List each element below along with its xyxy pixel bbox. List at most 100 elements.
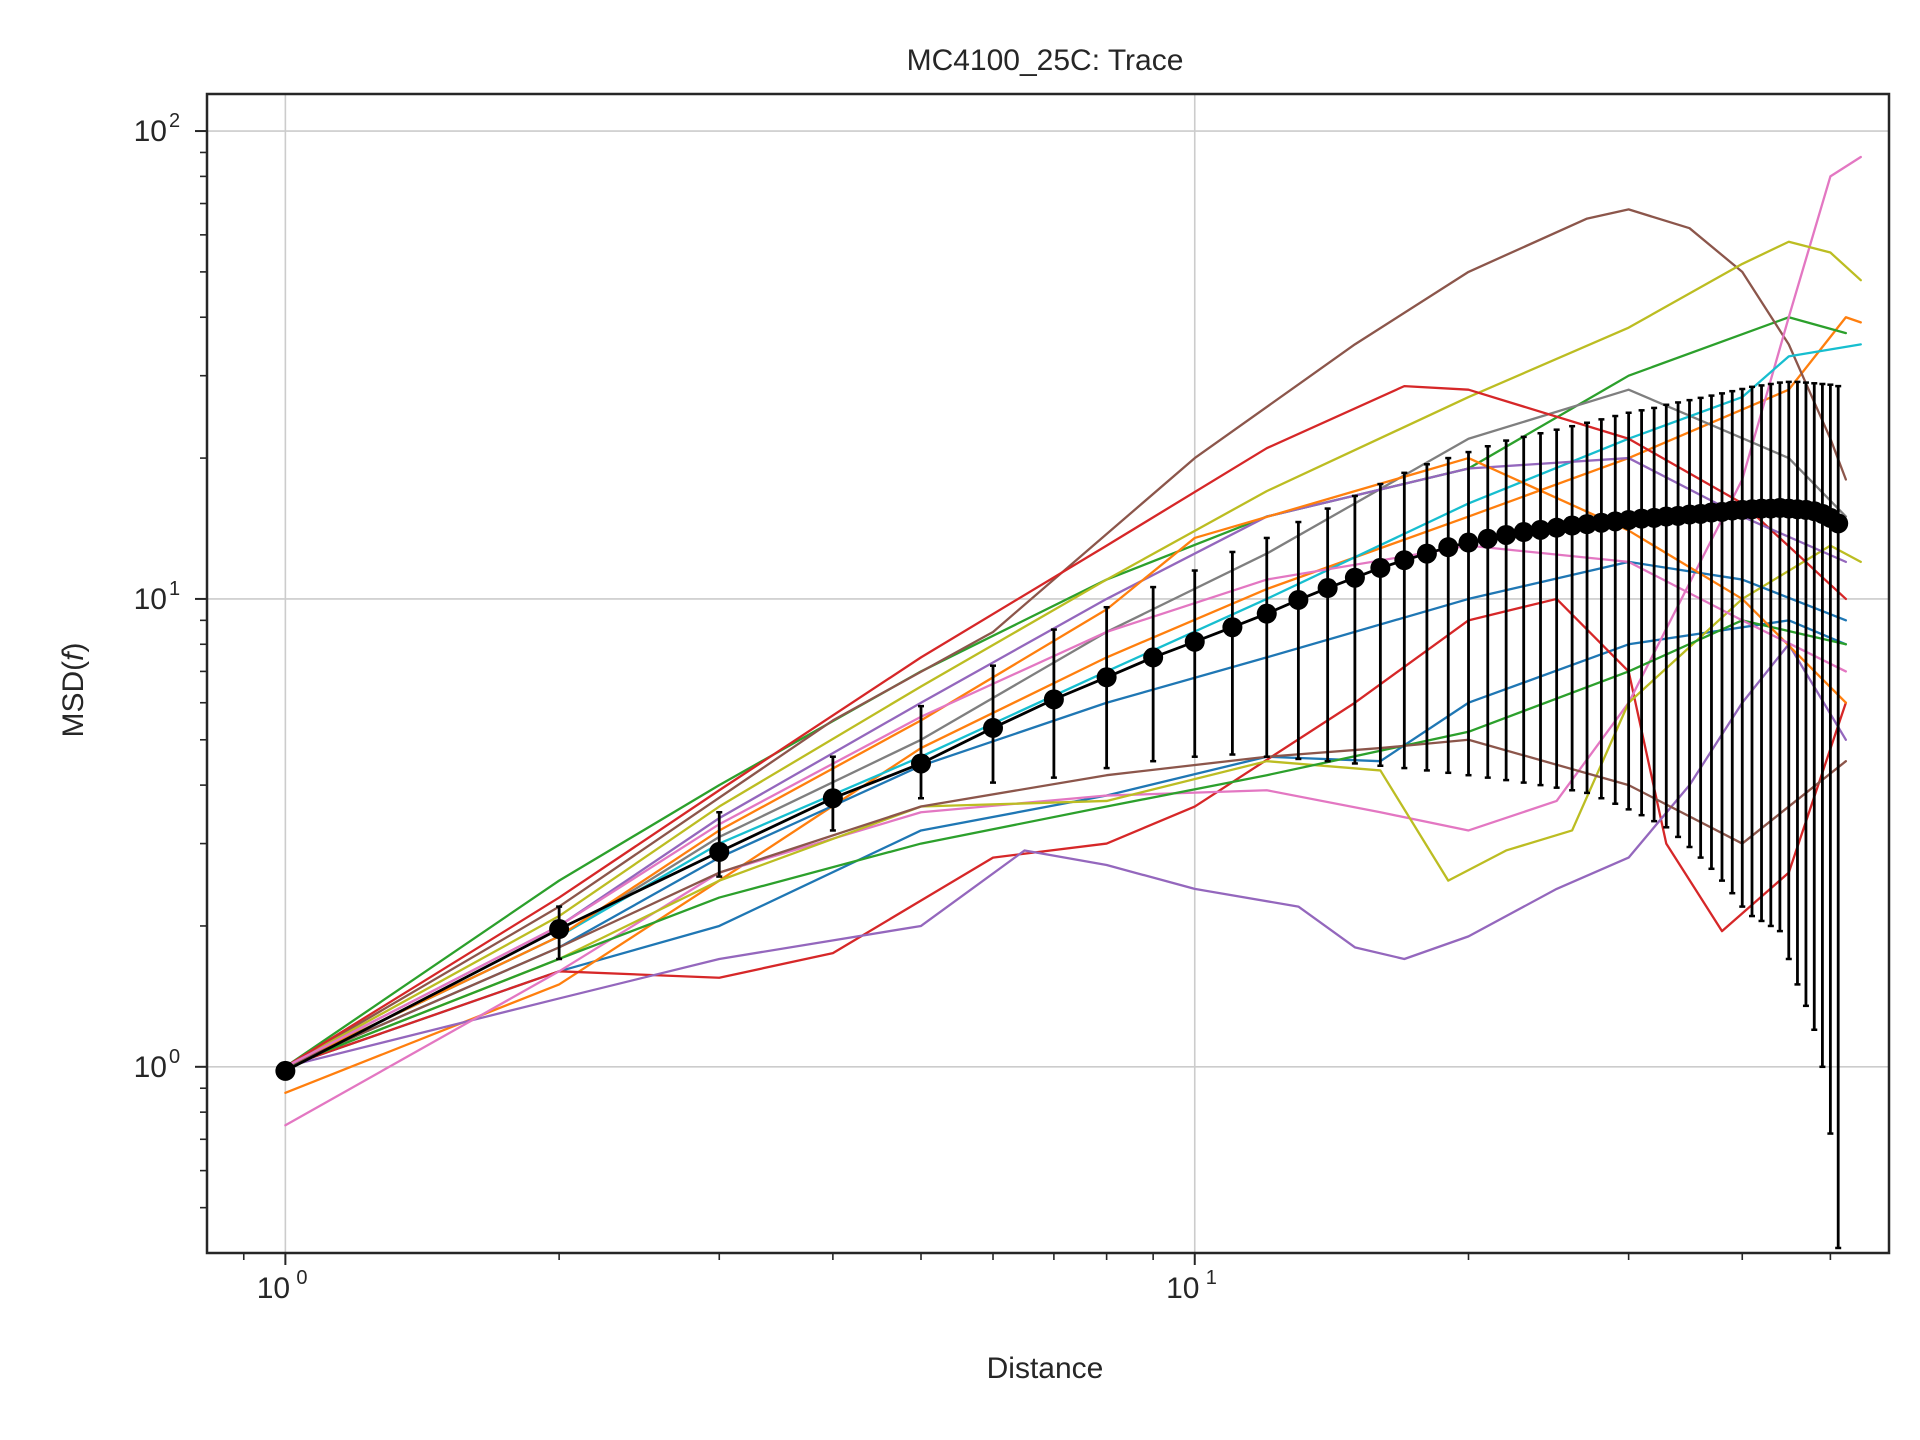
axis-ticks [195, 130, 1832, 1265]
mean-point-6 [1043, 689, 1064, 710]
x-tick-label-0: 10 0 [257, 1267, 308, 1305]
error-bar-22 [1537, 431, 1544, 787]
x-tick-label-exp-0: 0 [296, 1267, 307, 1289]
mean-point-24 [1546, 517, 1567, 538]
error-bar-26 [1598, 418, 1605, 800]
y-tick-label-exp-2: 2 [169, 110, 180, 132]
mean-point-14 [1344, 567, 1365, 588]
mean-point-50 [1828, 513, 1849, 534]
error-bar-15 [1401, 471, 1408, 770]
chart-title: MC4100_25C: Trace [907, 44, 1184, 77]
error-bar-46 [1811, 382, 1818, 1032]
mean-point-5 [983, 717, 1004, 738]
mean-point-4 [911, 753, 932, 774]
mean-series [275, 497, 1849, 1081]
series-line-5 [284, 208, 1848, 1068]
mean-point-10 [1222, 617, 1243, 638]
mean-point-15 [1370, 557, 1391, 578]
mean-point-16 [1394, 550, 1415, 571]
error-bar-12 [1324, 507, 1331, 763]
mean-point-1 [549, 919, 570, 940]
error-bar-3 [918, 704, 925, 800]
series-line-4 [284, 643, 1848, 1068]
mean-point-26 [1577, 514, 1598, 535]
tick-labels: 10 0 10 110 010 110 2 [134, 110, 1217, 1305]
error-bar-29 [1638, 409, 1645, 817]
mean-point-2 [709, 841, 730, 862]
y-axis-label: MSD(f) [57, 643, 90, 738]
series-line-2 [284, 316, 1848, 1068]
error-bar-43 [1785, 380, 1792, 961]
mean-point-9 [1184, 631, 1205, 652]
error-bar-18 [1465, 450, 1472, 777]
y-tick-label-base-1: 10 [134, 583, 167, 616]
error-bar-45 [1802, 381, 1809, 1008]
series-line-13 [284, 560, 1848, 1068]
error-bar-16 [1423, 463, 1430, 772]
series-line-10 [284, 240, 1862, 1068]
error-bar-24 [1569, 424, 1576, 792]
mean-point-22 [1513, 522, 1534, 543]
error-bar-14 [1377, 482, 1384, 768]
y-tick-label-base-0: 10 [134, 1051, 167, 1084]
series-line-7 [284, 388, 1848, 1068]
error-bar-17 [1445, 456, 1452, 775]
error-bar-30 [1651, 406, 1658, 823]
mean-point-19 [1458, 532, 1479, 553]
error-bar-25 [1584, 421, 1591, 795]
error-bar-21 [1520, 435, 1527, 784]
error-bar-27 [1612, 414, 1619, 805]
error-bar-13 [1351, 494, 1358, 765]
error-bar-7 [1150, 585, 1157, 763]
error-bar-32 [1675, 401, 1682, 839]
error-bar-34 [1697, 396, 1704, 859]
series-line-12 [284, 456, 1848, 1068]
error-bar-41 [1767, 382, 1774, 928]
y-tick-label-exp-0: 0 [169, 1046, 180, 1068]
error-bar-40 [1758, 384, 1765, 923]
x-tick-label-exp-1: 1 [1206, 1267, 1217, 1289]
mean-point-25 [1562, 515, 1583, 536]
series-line-17 [284, 544, 1848, 1068]
error-bar-11 [1295, 520, 1302, 761]
error-bar-19 [1484, 444, 1491, 779]
error-bar-8 [1191, 569, 1198, 758]
error-bar-39 [1749, 385, 1756, 918]
error-bar-37 [1729, 389, 1736, 895]
x-tick-label-1: 10 1 [1166, 1267, 1217, 1305]
mean-point-17 [1416, 543, 1437, 564]
x-axis-label: Distance [987, 1352, 1104, 1385]
error-bar-35 [1708, 394, 1715, 871]
mean-point-7 [1096, 667, 1117, 688]
error-bar-33 [1686, 398, 1693, 849]
error-bar-47 [1819, 382, 1826, 1069]
error-bar-6 [1103, 605, 1110, 770]
x-tick-label-base-1: 10 [1166, 1272, 1199, 1305]
mean-point-20 [1477, 528, 1498, 549]
plot-frame [205, 92, 1891, 1255]
error-bar-42 [1776, 381, 1783, 933]
error-bar-28 [1625, 411, 1632, 811]
error-bar-31 [1663, 403, 1670, 829]
y-tick-label-0: 10 0 [134, 1046, 181, 1084]
mean-point-21 [1496, 524, 1517, 545]
series-line-14 [284, 619, 1848, 1068]
mean-point-0 [275, 1060, 296, 1081]
y-tick-label-2: 10 2 [134, 110, 181, 148]
error-bar-23 [1553, 428, 1560, 789]
mean-point-3 [822, 788, 843, 809]
error-bar-9 [1229, 550, 1236, 756]
grid [207, 94, 1889, 1253]
y-tick-label-base-2: 10 [134, 115, 167, 148]
mean-point-11 [1256, 603, 1277, 624]
x-tick-label-base-0: 10 [257, 1272, 290, 1305]
mean-point-12 [1288, 589, 1309, 610]
error-bar-36 [1718, 392, 1725, 882]
mean-point-18 [1438, 537, 1459, 558]
y-tick-label-exp-1: 1 [169, 578, 180, 600]
mean-point-8 [1143, 647, 1164, 668]
mean-point-13 [1317, 578, 1338, 599]
error-bar-10 [1263, 536, 1270, 758]
